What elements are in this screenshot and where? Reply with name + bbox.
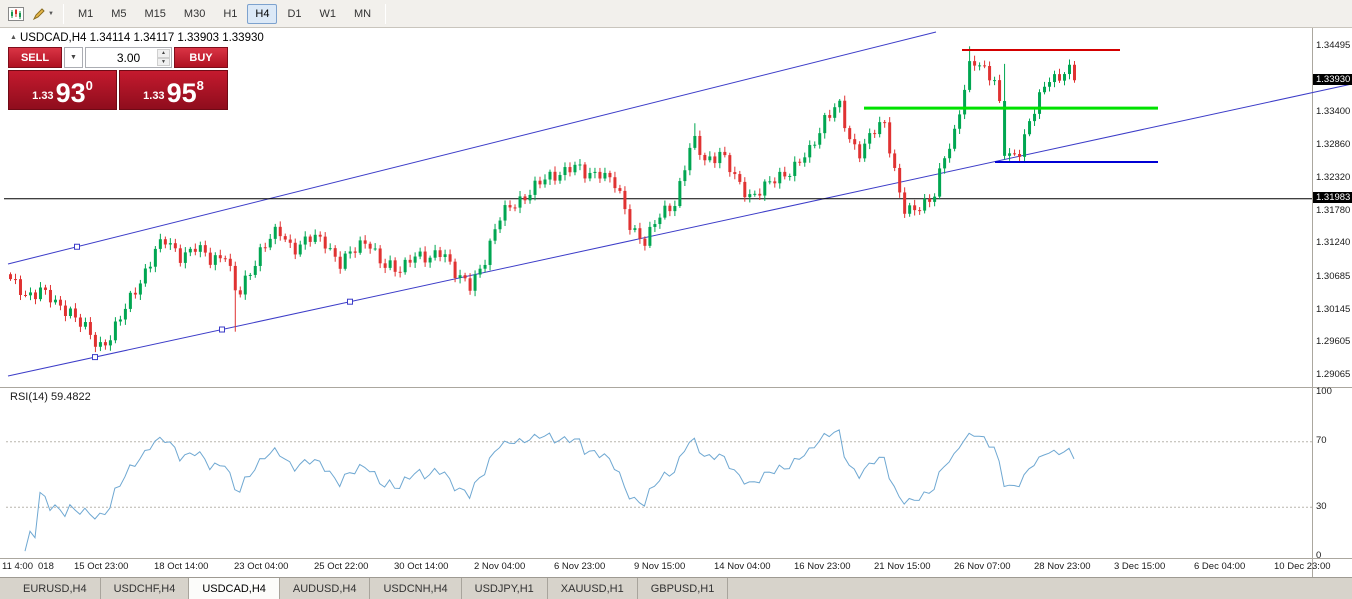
- buy-button[interactable]: BUY: [174, 47, 228, 68]
- timeframe-button-h1[interactable]: H1: [223, 7, 238, 20]
- lot-decrease-button[interactable]: ▼: [157, 57, 170, 66]
- chart-tab-gbpusd-h1[interactable]: GBPUSD,H1: [638, 578, 729, 599]
- timeframe-button-m30[interactable]: M30: [183, 7, 206, 20]
- ask-price-button[interactable]: 1.33 95 8: [119, 70, 228, 110]
- timeframe-toolbar: M1 M5 M15 M30 H1 H4 D1 W1 MN: [69, 3, 380, 24]
- chart-tab-bar: EURUSD,H4 USDCHF,H4 USDCAD,H4 AUDUSD,H4 USDC…: [0, 577, 1352, 599]
- bid-pip-digit: 0: [85, 78, 93, 93]
- timeframe-button-d1[interactable]: D1: [287, 7, 302, 20]
- rsi-indicator-label: RSI(14) 59.4822: [10, 391, 91, 403]
- chart-tab-eurusd-h4[interactable]: EURUSD,H4: [10, 578, 101, 599]
- chevron-down-icon: ▼: [70, 54, 77, 61]
- timeframe-button-m5[interactable]: M5: [111, 7, 127, 20]
- chart-symbol: USDCAD,H4: [19, 32, 87, 44]
- top-toolbar: ▼ M1 M5 M15 M30 H1 H4 D1 W1 MN: [0, 0, 1352, 28]
- timeframe-button-w1[interactable]: W1: [319, 7, 337, 20]
- one-click-trading-panel: SELL ▼ 3.00 ▲ ▼ BUY 1.33 93 0 1.33 95: [8, 47, 228, 110]
- bid-prefix: 1.33: [32, 90, 54, 102]
- chart-tab-audusd-h4[interactable]: AUDUSD,H4: [280, 578, 371, 599]
- dropdown-arrow-icon: ▼: [48, 10, 54, 17]
- ask-pip-digit: 8: [196, 78, 204, 93]
- lot-size-value: 3.00: [116, 50, 141, 65]
- sell-button[interactable]: SELL: [8, 47, 62, 68]
- timeframe-button-h4[interactable]: H4: [247, 3, 278, 24]
- lot-size-input[interactable]: 3.00 ▲ ▼: [85, 47, 172, 68]
- chart-tab-usdchf-h4[interactable]: USDCHF,H4: [101, 578, 190, 599]
- bid-price-button[interactable]: 1.33 93 0: [8, 70, 117, 110]
- ask-prefix: 1.33: [143, 90, 165, 102]
- toolbar-separator: [62, 3, 64, 24]
- lot-spinner: ▲ ▼: [157, 49, 170, 66]
- bid-big-digits: 93: [55, 78, 86, 108]
- lot-dropdown-button[interactable]: ▼: [64, 47, 83, 68]
- lot-increase-button[interactable]: ▲: [157, 49, 170, 58]
- chart-window-icon[interactable]: [4, 3, 28, 25]
- timeframe-button-m15[interactable]: M15: [144, 7, 166, 20]
- chart-ohlc-values: 1.34114 1.34117 1.33903 1.33930: [89, 32, 264, 44]
- chart-tab-xauusd-h1[interactable]: XAUUSD,H1: [548, 578, 638, 599]
- chart-title: ▲ USDCAD,H4 1.34114 1.34117 1.33903 1.339…: [10, 32, 264, 44]
- chart-tab-usdcnh-h4[interactable]: USDCNH,H4: [370, 578, 462, 599]
- ask-big-digits: 95: [166, 78, 197, 108]
- timeframe-button-m1[interactable]: M1: [77, 7, 94, 20]
- timeframe-button-mn[interactable]: MN: [354, 7, 372, 20]
- toolbar-separator: [385, 3, 387, 24]
- chart-shift-marker-icon: ▲: [10, 34, 17, 41]
- drawing-tool-icon[interactable]: ▼: [28, 3, 58, 25]
- chart-tab-usdjpy-h1[interactable]: USDJPY,H1: [462, 578, 548, 599]
- chart-tab-usdcad-h4[interactable]: USDCAD,H4: [189, 578, 280, 599]
